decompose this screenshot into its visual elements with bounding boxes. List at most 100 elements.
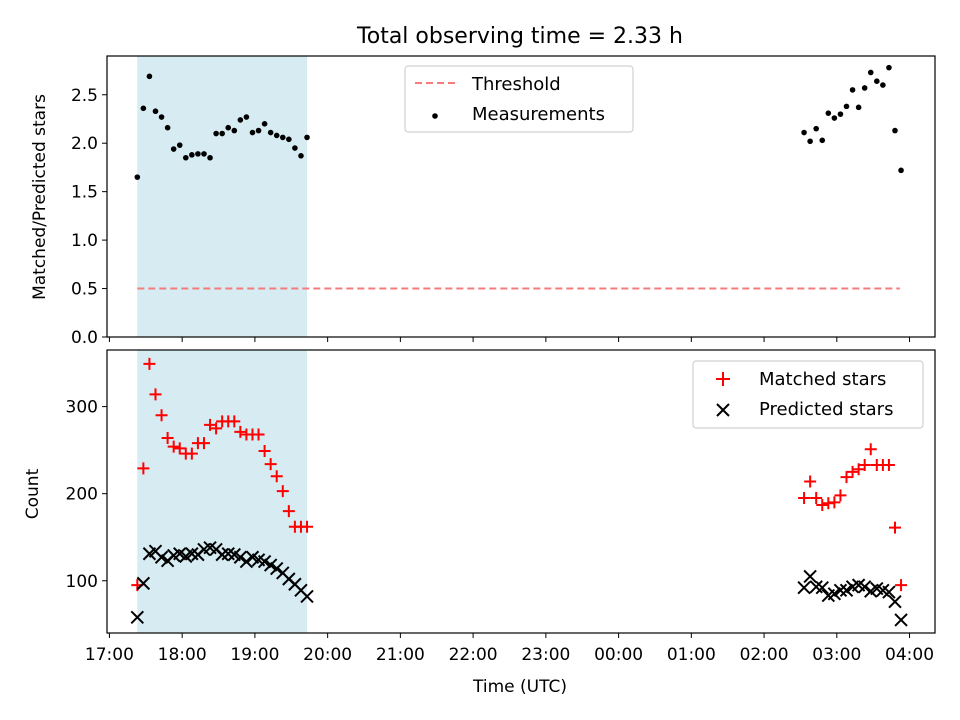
measurement-point — [874, 78, 880, 84]
measurement-point — [286, 136, 292, 143]
legend-matched-swatch — [716, 372, 730, 386]
matched-stars-point — [852, 463, 865, 476]
measurement-point — [237, 117, 244, 123]
matched-stars-point — [228, 415, 241, 428]
measurement-point — [176, 142, 183, 148]
matched-stars-point — [143, 357, 156, 370]
measurement-point — [807, 138, 813, 145]
measurement-point — [164, 124, 171, 131]
x-axis-label: Time (UTC) — [472, 677, 567, 697]
measurement-point — [837, 111, 844, 117]
bottom-y-axis-label: Count — [23, 468, 43, 519]
measurement-point — [255, 127, 262, 134]
measurement-point — [146, 73, 153, 80]
measurement-point — [898, 167, 904, 174]
legend-measurements-swatch — [432, 113, 438, 119]
measurement-point — [201, 151, 207, 157]
predicted-stars-point — [270, 561, 284, 576]
top-y-tick-label: 0.5 — [71, 280, 98, 300]
matched-stars-point — [173, 442, 186, 455]
matched-stars-point — [252, 428, 265, 441]
legend-measurements-label: Measurements — [472, 104, 605, 125]
matched-stars-point — [270, 470, 283, 483]
top-y-tick-label: 1.0 — [71, 231, 98, 251]
top-legend: Threshold Measurements — [404, 65, 634, 133]
x-tick-label: 04:00 — [885, 645, 934, 665]
matched-stars-point — [264, 458, 277, 471]
predicted-stars-point — [257, 554, 272, 569]
bottom-legend-box — [692, 360, 924, 429]
bottom-y-ticks: 100 200 300 — [66, 398, 107, 592]
x-tick-label: 21:00 — [376, 645, 425, 665]
predicted-stars-point — [136, 576, 151, 591]
matched-stars-point — [204, 418, 217, 431]
predicted-stars-point — [894, 613, 908, 627]
measurement-point — [831, 115, 838, 121]
measurement-point — [231, 127, 238, 134]
x-tick-label: 23:00 — [521, 645, 570, 665]
bottom-y-tick-label: 300 — [66, 398, 98, 418]
top-y-tick-label: 1.5 — [71, 183, 98, 203]
measurement-point — [292, 145, 298, 151]
measurement-point — [825, 110, 832, 116]
measurement-point — [170, 146, 177, 152]
measurement-point — [195, 151, 201, 157]
matched-stars-point — [810, 492, 823, 505]
matched-stars-point — [804, 475, 817, 488]
measurement-point — [886, 64, 892, 71]
matched-stars-point — [210, 422, 223, 435]
x-tick-label: 02:00 — [740, 645, 789, 665]
bottom-panel-frame — [106, 349, 936, 634]
predicted-stars-point — [239, 554, 254, 569]
predicted-stars-point — [803, 569, 817, 584]
x-tick-label: 03:00 — [812, 645, 861, 665]
measurement-point — [880, 82, 886, 88]
legend-matched-label: Matched stars — [759, 369, 886, 390]
measurement-point — [801, 129, 807, 136]
top-y-tick-label: 2.0 — [71, 134, 98, 154]
matched-stars-point — [258, 445, 271, 458]
predicted-stars-point — [827, 587, 842, 601]
measurement-point — [158, 114, 165, 120]
top-y-tick-label: 0.0 — [71, 328, 98, 348]
matched-stars-point — [301, 520, 314, 533]
top-panel-frame — [106, 55, 936, 338]
measurement-point — [855, 104, 862, 111]
matched-stars-point — [137, 462, 150, 475]
matched-stars-point — [167, 440, 180, 453]
x-tick-label: 20:00 — [303, 645, 352, 665]
bottom-panel: 100 200 300 17:00 18:00 19:00 20:00 21:00 22:00… — [23, 349, 936, 697]
predicted-stars-point — [233, 550, 248, 564]
matched-stars-point — [816, 498, 829, 511]
matched-stars-point — [276, 485, 289, 498]
measurement-point — [140, 105, 147, 112]
measurement-point — [819, 137, 826, 144]
measurement-point — [182, 154, 189, 161]
x-tick-label: 22:00 — [449, 645, 498, 665]
top-panel: 0.0 0.5 1.0 1.5 2.0 2.5 Matched/Predicted sta… — [30, 55, 936, 348]
matched-stars-point — [882, 458, 895, 471]
measurement-point — [243, 114, 250, 120]
legend-threshold-label: Threshold — [471, 74, 561, 95]
measurement-point — [189, 152, 195, 158]
matched-stars-point — [864, 443, 877, 456]
x-tick-label: 00:00 — [594, 645, 643, 665]
measurement-point — [849, 87, 856, 93]
bottom-legend: Matched stars Predicted stars — [692, 360, 924, 429]
measurement-point — [152, 108, 159, 115]
matched-stars-point — [846, 465, 859, 478]
legend-predicted-label: Predicted stars — [759, 399, 893, 420]
matched-stars-point — [840, 471, 853, 484]
matched-stars-point — [858, 458, 871, 471]
top-y-tick-label: 2.5 — [71, 86, 98, 106]
predicted-stars-point — [833, 583, 848, 598]
measurement-point — [249, 129, 256, 136]
measurement-point — [298, 153, 304, 159]
matched-stars-point — [888, 521, 901, 534]
top-y-ticks: 0.0 0.5 1.0 1.5 2.0 2.5 — [71, 86, 107, 348]
x-tick-label: 17:00 — [85, 645, 134, 665]
x-tick-label: 01:00 — [667, 645, 716, 665]
predicted-stars-point — [263, 558, 278, 572]
bottom-x-ticks: 17:00 18:00 19:00 20:00 21:00 22:00 23:00 00:00… — [85, 633, 934, 665]
